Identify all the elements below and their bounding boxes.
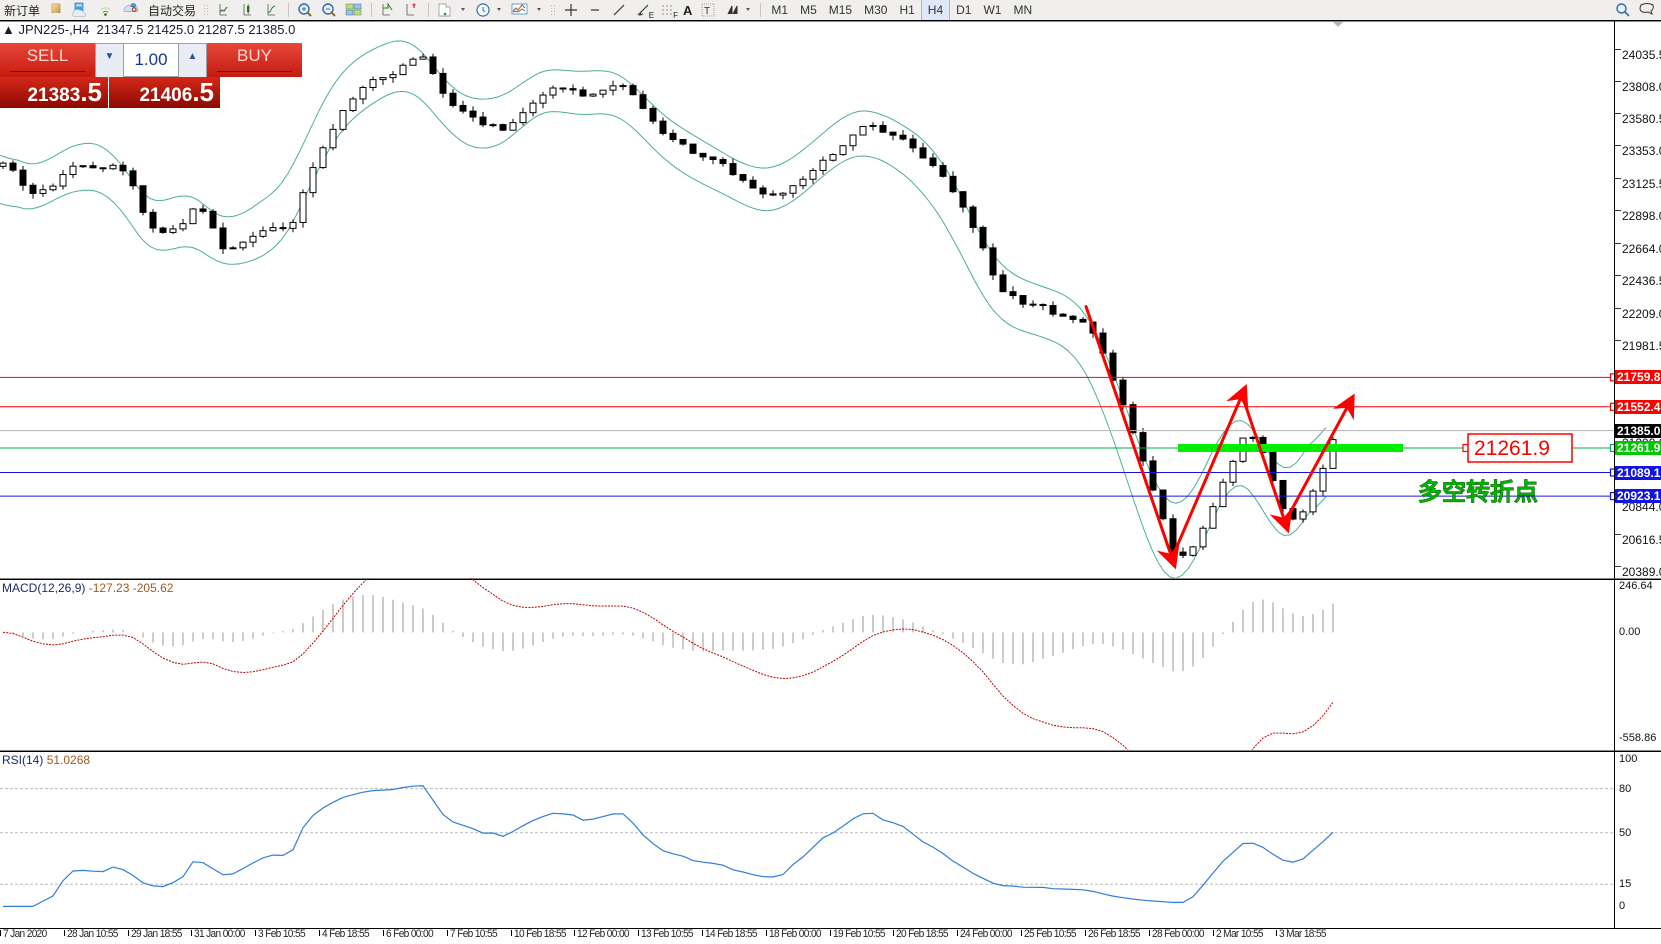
svg-text:21261.9: 21261.9: [1474, 437, 1550, 460]
svg-text:T: T: [704, 6, 710, 17]
svg-text:多空转折点: 多空转折点: [1418, 478, 1538, 506]
